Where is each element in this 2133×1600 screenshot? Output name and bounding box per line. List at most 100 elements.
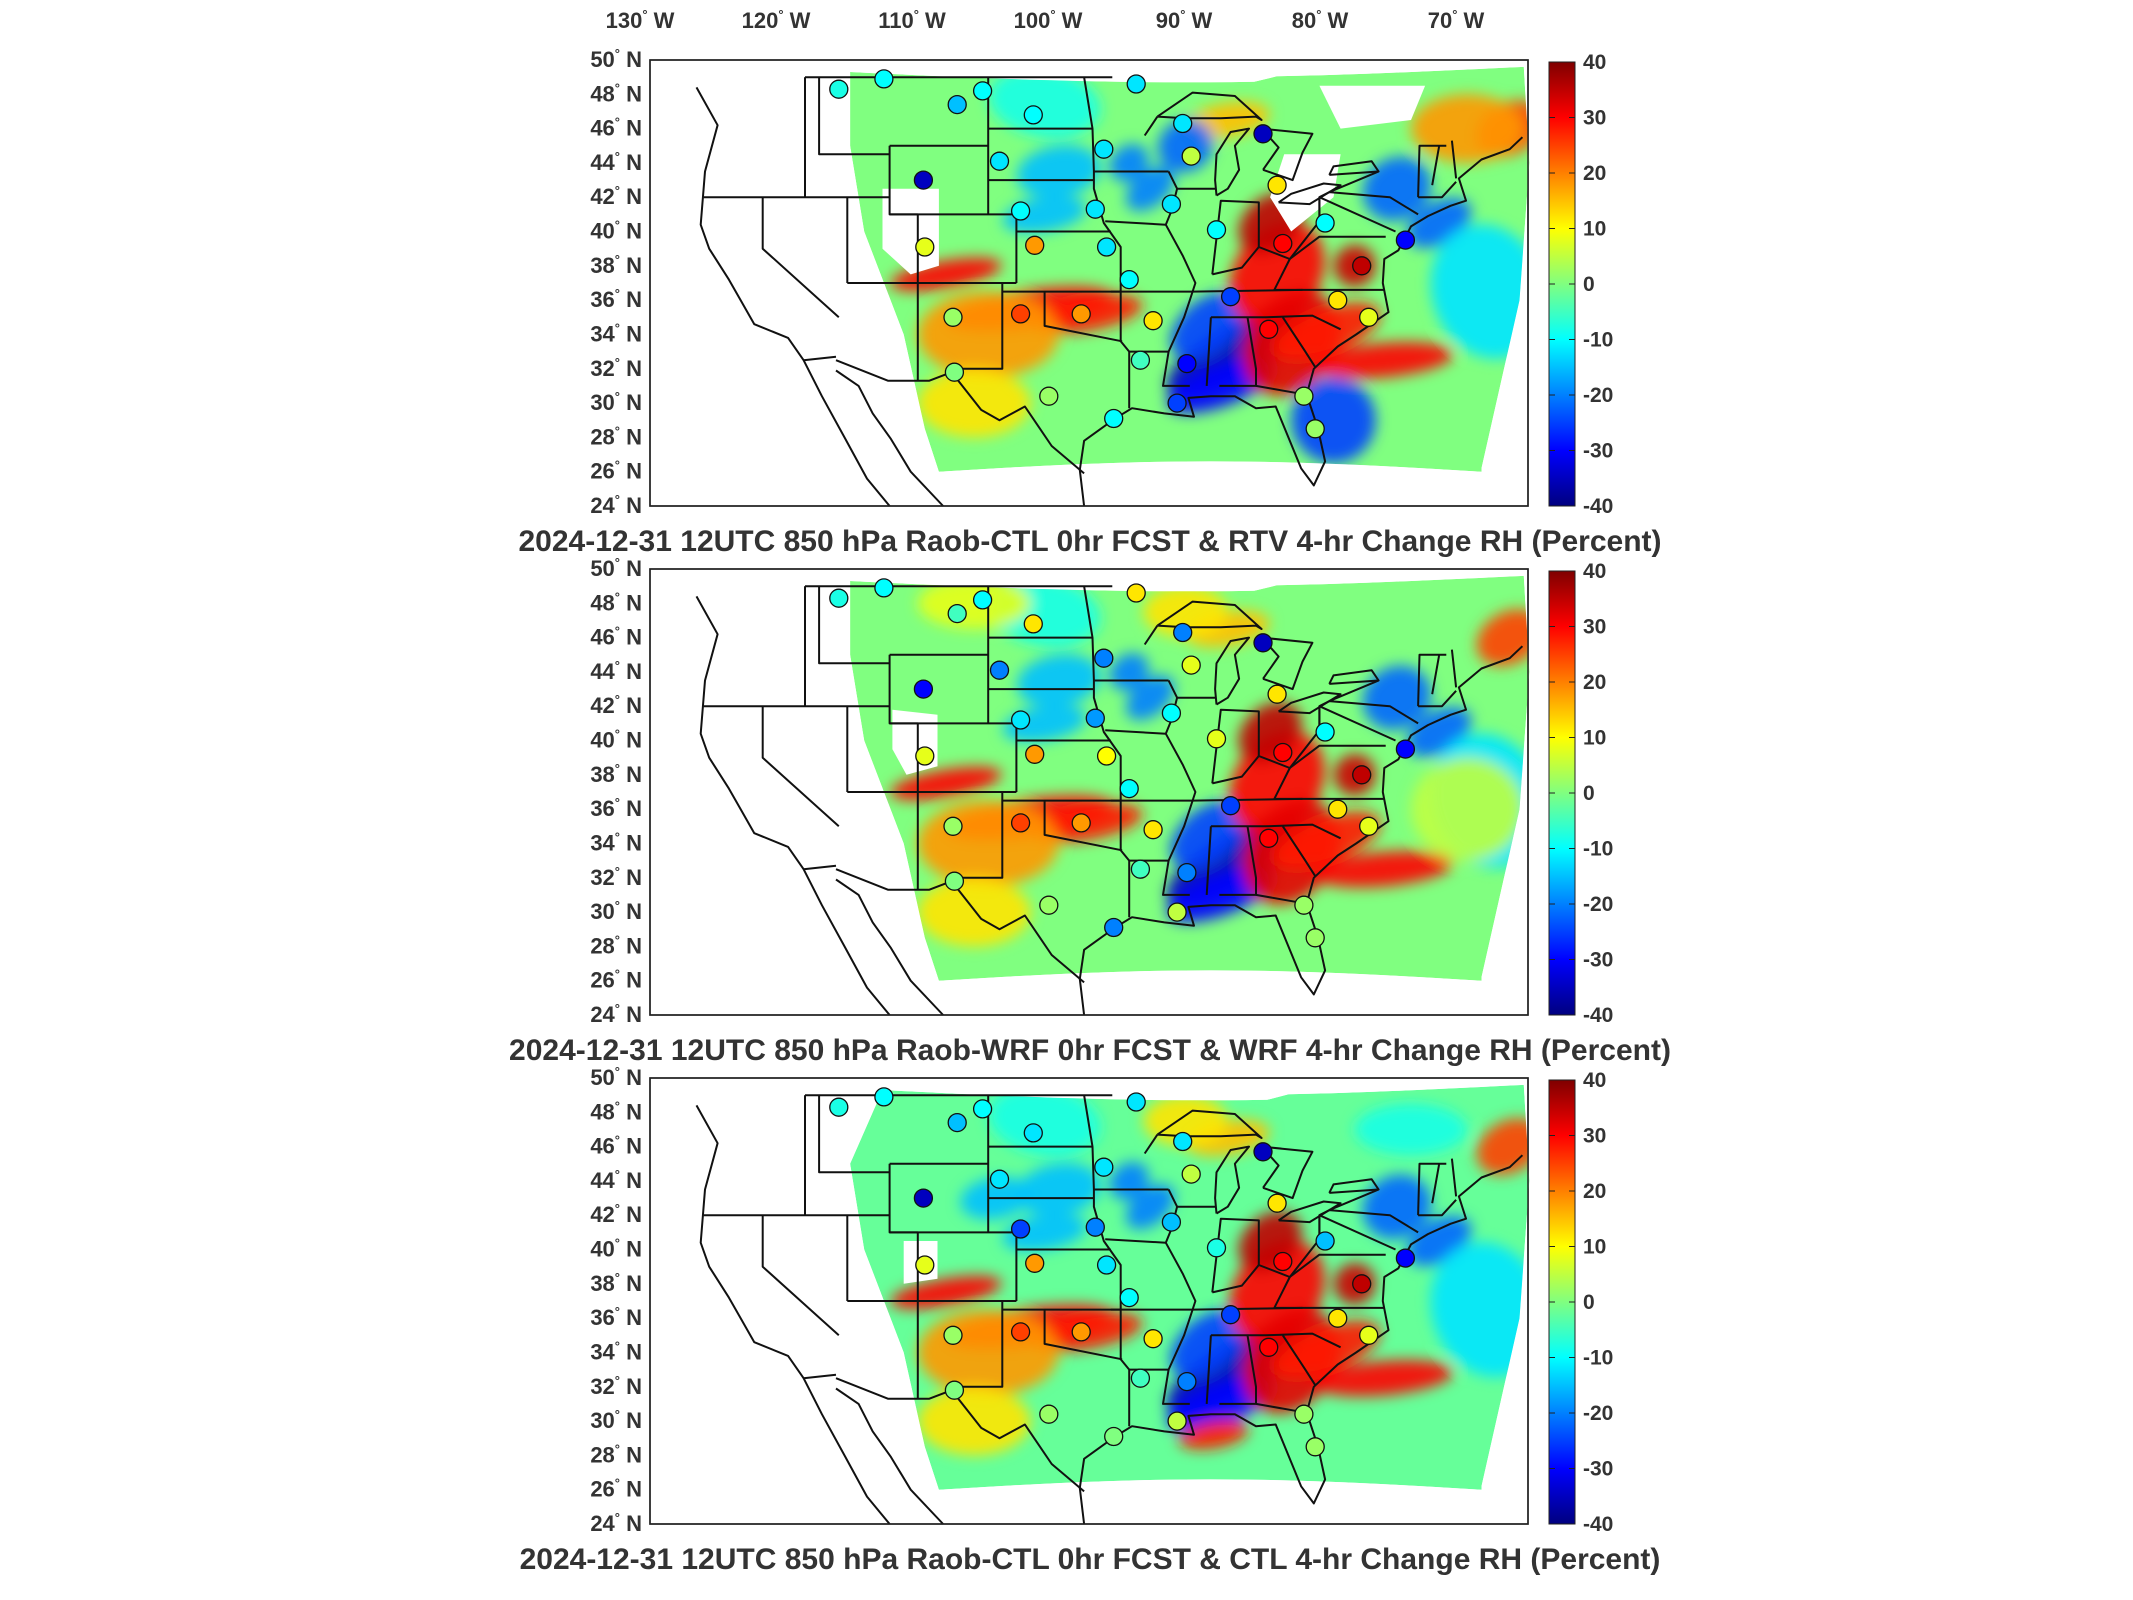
raob-station-marker — [1220, 287, 1241, 307]
raob-station-marker — [1167, 902, 1187, 922]
raob-station-marker — [1294, 1404, 1314, 1424]
raob-station-marker — [1206, 1238, 1227, 1258]
raob-station-marker — [1085, 708, 1105, 728]
state-border — [1450, 1158, 1458, 1197]
colorbar-tick-label: 20 — [1583, 162, 1606, 185]
lat-tick-label: 26° N — [590, 458, 642, 484]
colorbar-tick-label: -30 — [1583, 440, 1613, 463]
colorbar-tick-label: 40 — [1583, 560, 1606, 583]
rh-anomaly-blob — [1170, 801, 1244, 869]
state-border — [1328, 679, 1379, 703]
state-border — [1105, 220, 1166, 226]
colorbar-tick-label: 30 — [1583, 616, 1606, 639]
lon-tick-label: 80° W — [1292, 7, 1349, 33]
raob-station-marker — [1328, 1308, 1348, 1328]
lat-tick-label: 42° N — [590, 183, 642, 209]
state-border — [951, 1301, 1004, 1388]
coastline — [835, 878, 944, 1016]
coastline — [695, 595, 891, 1016]
state-border — [951, 283, 1004, 370]
rh-change-field — [850, 1084, 1530, 1490]
rh-anomaly-blob — [988, 67, 1101, 139]
latitude-axis: 50° N 48° N 46° N 44° N 42° N 40° N 38° N 36° N… — [590, 555, 642, 1027]
map-panel-1: 50° N 48° N 46° N 44° N 42° N 40° N 38° N 36° N… — [518, 46, 1661, 558]
lat-tick-label: 44° N — [590, 1167, 642, 1193]
state-border — [1328, 170, 1379, 194]
coastline — [835, 1387, 944, 1525]
state-border — [1219, 317, 1257, 387]
lat-tick-label: 48° N — [590, 1098, 642, 1124]
state-border — [1418, 1199, 1457, 1217]
raob-station-marker — [1025, 1253, 1045, 1273]
state-border — [1210, 314, 1342, 331]
raob-station-marker — [1328, 799, 1348, 819]
rh-anomaly-blob — [1178, 1419, 1249, 1450]
great-lake-outline — [1260, 127, 1314, 182]
raob-station-marker — [1096, 237, 1117, 257]
raob-station-marker — [944, 362, 965, 382]
state-border — [1417, 1162, 1447, 1216]
raob-station-marker — [1071, 1322, 1091, 1342]
colorbar-tick-label: 0 — [1583, 273, 1595, 296]
state-border — [1043, 800, 1123, 852]
raob-station-marker — [1395, 1248, 1416, 1268]
lat-tick-label: 46° N — [590, 115, 642, 141]
raob-station-marker — [1352, 256, 1372, 276]
raob-station-marker — [1025, 744, 1045, 764]
state-border — [818, 1095, 890, 1174]
state-border — [1431, 1163, 1441, 1204]
colorbar: 40 30 20 10 0 -10 -20 -30 -40 — [1548, 560, 1613, 1027]
state-border — [761, 197, 840, 319]
raob-station-marker — [1267, 175, 1287, 195]
lat-tick-label: 28° N — [590, 1441, 642, 1467]
lat-tick-label: 40° N — [590, 727, 642, 753]
raob-station-marker — [1126, 1092, 1146, 1112]
raob-station-marker — [1094, 648, 1114, 668]
raob-station-marker — [1259, 828, 1279, 848]
raob-station-marker — [989, 151, 1010, 171]
state-border — [1281, 825, 1317, 877]
colorbar: 40 30 20 10 0 -10 -20 -30 -40 — [1548, 1069, 1613, 1536]
raob-station-marker — [1173, 113, 1193, 134]
raob-station-marker — [1130, 859, 1151, 879]
state-border — [1212, 246, 1260, 276]
state-border — [818, 586, 890, 665]
raob-station-marker — [1023, 105, 1043, 125]
raob-station-marker — [1352, 765, 1372, 785]
raob-station-marker — [1010, 813, 1031, 833]
lat-tick-label: 36° N — [590, 286, 642, 312]
great-lake-outline — [1214, 1145, 1250, 1215]
raob-station-marker — [1206, 729, 1227, 749]
lat-tick-label: 24° N — [590, 492, 642, 518]
lat-tick-label: 26° N — [590, 1476, 642, 1502]
state-border — [1219, 1335, 1257, 1405]
coastline — [695, 86, 891, 507]
lat-tick-label: 24° N — [590, 1001, 642, 1027]
lat-tick-label: 46° N — [590, 624, 642, 650]
raob-station-marker — [1126, 583, 1146, 603]
state-border — [1083, 77, 1131, 409]
raob-station-marker — [1143, 1329, 1163, 1349]
great-lake-outline — [1278, 182, 1342, 206]
colorbar-tick-label: 10 — [1583, 218, 1606, 241]
rh-anomaly-blob — [1170, 292, 1244, 360]
raob-station-marker — [1267, 684, 1287, 704]
raob-station-marker — [913, 170, 934, 190]
colorbar-tick-label: 20 — [1583, 1180, 1606, 1203]
state-border — [1210, 823, 1342, 840]
lat-tick-label: 26° N — [590, 967, 642, 993]
raob-station-marker — [1094, 1157, 1114, 1177]
state-border — [1281, 1334, 1317, 1386]
rh-anomaly-blob — [1272, 1320, 1381, 1378]
raob-station-marker — [1273, 233, 1293, 254]
raob-station-marker — [1096, 746, 1117, 766]
colorbar-tick-label: 0 — [1583, 1291, 1595, 1314]
lat-tick-label: 32° N — [590, 1373, 642, 1399]
colorbar-tick-label: -40 — [1583, 495, 1613, 518]
map-panel-3: 50° N 48° N 46° N 44° N 42° N 40° N 38° N 36° N… — [520, 1064, 1661, 1576]
lat-tick-label: 30° N — [590, 898, 642, 924]
raob-stations — [829, 578, 1416, 948]
state-border — [1450, 140, 1458, 179]
state-border — [950, 1389, 1085, 1493]
